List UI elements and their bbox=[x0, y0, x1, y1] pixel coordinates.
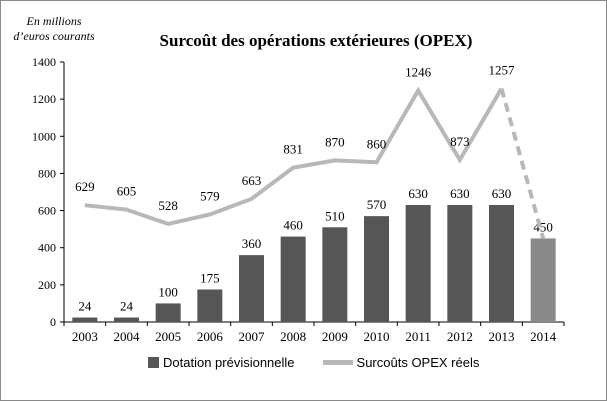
legend: Dotation prévisionnelle Surcoûts OPEX ré… bbox=[148, 355, 507, 370]
bar-value-label: 460 bbox=[283, 218, 303, 233]
line-value-label: 870 bbox=[325, 134, 345, 149]
bar bbox=[72, 317, 98, 322]
unit-note: En millions d’euros courants bbox=[13, 14, 95, 43]
x-tick-label: 2010 bbox=[364, 329, 390, 344]
bar-value-label: 570 bbox=[367, 197, 387, 212]
line-value-label: 873 bbox=[450, 134, 470, 149]
bar bbox=[364, 216, 389, 322]
bar bbox=[239, 255, 264, 322]
legend-label-bars: Dotation prévisionnelle bbox=[163, 355, 295, 370]
legend-item-line: Surcoûts OPEX réels bbox=[322, 355, 480, 370]
bar-value-label: 630 bbox=[450, 186, 470, 201]
bar-value-label: 175 bbox=[200, 271, 220, 286]
bar-value-label: 24 bbox=[78, 299, 92, 314]
y-tick-label: 1200 bbox=[32, 92, 56, 106]
line-value-label: 1257 bbox=[489, 63, 516, 78]
x-tick-label: 2012 bbox=[447, 329, 473, 344]
legend-item-bars: Dotation prévisionnelle bbox=[148, 355, 295, 370]
bar-value-label: 630 bbox=[408, 186, 428, 201]
x-tick-label: 2005 bbox=[155, 329, 181, 344]
y-tick-label: 200 bbox=[38, 278, 56, 292]
y-tick-label: 600 bbox=[38, 204, 56, 218]
chart-title: Surcoût des opérations extérieures (OPEX… bbox=[159, 31, 473, 50]
bar bbox=[405, 205, 431, 322]
y-tick-label: 400 bbox=[38, 241, 56, 255]
bar bbox=[155, 303, 181, 322]
x-tick-label: 2013 bbox=[489, 329, 515, 344]
line-value-label: 605 bbox=[117, 184, 137, 199]
y-tick-label: 1000 bbox=[32, 129, 56, 143]
x-tick-label: 2003 bbox=[72, 329, 98, 344]
line-value-label: 528 bbox=[158, 198, 178, 213]
x-tick-label: 2007 bbox=[239, 329, 266, 344]
line-value-label: 860 bbox=[367, 136, 387, 151]
bar bbox=[489, 205, 514, 322]
bar-value-label: 24 bbox=[120, 299, 134, 314]
bar-value-label: 360 bbox=[242, 236, 262, 251]
bar-value-label: 510 bbox=[325, 208, 345, 223]
bar-value-label: 450 bbox=[533, 219, 553, 234]
x-tick-label: 2014 bbox=[530, 329, 557, 344]
series-line bbox=[84, 86, 504, 227]
y-tick-label: 0 bbox=[50, 315, 56, 329]
bar bbox=[322, 227, 348, 322]
x-tick-label: 2004 bbox=[114, 329, 141, 344]
series-line-projection bbox=[499, 88, 546, 239]
line-value-label: 579 bbox=[200, 188, 220, 203]
line-value-label: 1246 bbox=[405, 65, 432, 80]
bar bbox=[530, 238, 556, 322]
legend-swatch-line bbox=[322, 360, 353, 365]
y-tick-label: 800 bbox=[38, 166, 56, 180]
bar bbox=[114, 317, 139, 322]
line-value-label: 663 bbox=[242, 173, 262, 188]
y-tick-label: 1400 bbox=[32, 55, 56, 69]
x-tick-label: 2008 bbox=[280, 329, 306, 344]
legend-label-line: Surcoûts OPEX réels bbox=[356, 355, 480, 370]
bar bbox=[197, 289, 223, 322]
bar bbox=[280, 236, 306, 322]
legend-swatch-bars bbox=[148, 357, 159, 368]
bar bbox=[447, 205, 473, 322]
x-tick-label: 2006 bbox=[197, 329, 224, 344]
line-value-label: 629 bbox=[75, 179, 95, 194]
x-tick-label: 2011 bbox=[405, 329, 431, 344]
line-value-label: 831 bbox=[283, 142, 303, 157]
bar-value-label: 630 bbox=[492, 186, 512, 201]
bar-value-label: 100 bbox=[158, 284, 178, 299]
x-tick-label: 2009 bbox=[322, 329, 348, 344]
